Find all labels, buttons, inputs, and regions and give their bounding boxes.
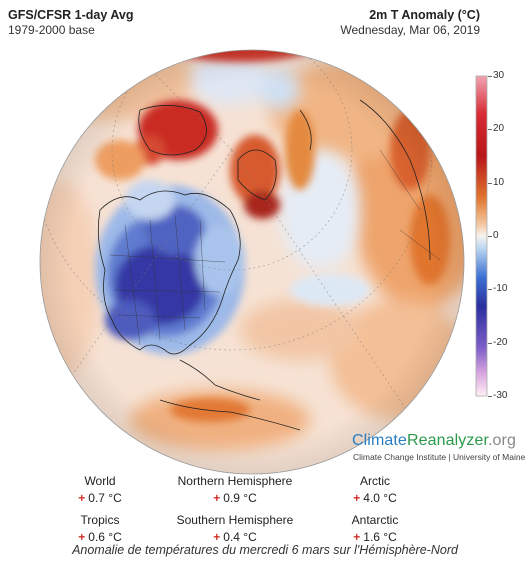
color-scale-tick-mark (488, 289, 492, 291)
stat-sign: + (353, 491, 361, 505)
stat-value: +1.6 °C (305, 530, 445, 545)
color-scale-tick-mark (488, 396, 492, 397)
globe-outline (39, 49, 465, 475)
color-scale-tick-label: -10 (493, 283, 508, 295)
globe-disc (40, 50, 464, 474)
color-scale-tick-label: 20 (493, 123, 505, 135)
date-label: Wednesday, Mar 06, 2019 (340, 23, 480, 37)
color-scale-tick-label: 30 (493, 70, 505, 81)
stat-tropics: Tropics +0.6 °C (30, 513, 170, 545)
color-scale-tick-mark (488, 129, 492, 131)
variable-label: 2m T Anomaly (°C) (369, 8, 480, 22)
credit-block: ClimateReanalyzer.org Climate Change Ins… (352, 432, 525, 462)
color-scale-tick-label: -30 (493, 390, 508, 401)
credit-logo-part2: Reanalyzer (406, 432, 488, 449)
map-title: GFS/CFSR 1-day Avg (8, 8, 134, 22)
stat-number: 0.7 °C (88, 491, 122, 505)
color-scale-tick-mark (488, 76, 492, 77)
header-left: GFS/CFSR 1-day Avg 1979-2000 base (8, 8, 133, 38)
stat-sign: + (213, 491, 221, 505)
globe-shading (40, 50, 464, 474)
figure-caption: Anomalie de températures du mercredi 6 m… (72, 543, 458, 557)
color-scale-bar (475, 75, 488, 397)
color-scale-tick-label: -20 (493, 336, 508, 348)
stat-number: 4.0 °C (363, 491, 397, 505)
stat-antarctic: Antarctic +1.6 °C (305, 513, 445, 545)
color-scale-tick-label: 0 (493, 230, 499, 241)
stat-value: +4.0 °C (305, 491, 445, 506)
stat-label: World (84, 474, 116, 488)
color-scale-tick-mark (488, 182, 492, 184)
color-scale-tick-label: 10 (493, 176, 505, 188)
stat-number: 0.6 °C (88, 530, 122, 544)
stat-sign: + (213, 530, 221, 544)
credit-logo-part3: .org (487, 432, 516, 449)
stat-label: Arctic (360, 474, 390, 488)
credit-subtitle: Climate Change Institute | University of… (353, 452, 526, 462)
stat-value: +0.7 °C (30, 491, 170, 506)
stat-southern-hemisphere: Southern Hemisphere +0.4 °C (165, 513, 305, 545)
stat-label: Northern Hemisphere (177, 474, 293, 488)
stat-label: Tropics (80, 513, 120, 527)
header-right: 2m T Anomaly (°C) Wednesday, Mar 06, 201… (340, 8, 480, 38)
baseline-label: 1979-2000 base (8, 23, 95, 37)
stat-world: World +0.7 °C (30, 474, 170, 506)
stat-sign: + (78, 491, 86, 505)
color-scale-tick-mark (488, 236, 492, 237)
stat-value: +0.4 °C (165, 530, 305, 545)
stat-northern-hemisphere: Northern Hemisphere +0.9 °C (165, 474, 305, 506)
stat-label: Antarctic (351, 513, 399, 527)
stat-sign: + (353, 530, 361, 544)
stat-sign: + (78, 530, 86, 544)
stat-value: +0.6 °C (30, 530, 170, 545)
stat-number: 1.6 °C (363, 530, 397, 544)
stat-number: 0.4 °C (223, 530, 257, 544)
stat-value: +0.9 °C (165, 491, 305, 506)
credit-logo-part1: Climate (352, 432, 407, 449)
credit-logo[interactable]: ClimateReanalyzer.org (352, 432, 525, 450)
stat-label: Southern Hemisphere (176, 513, 294, 527)
stat-arctic: Arctic +4.0 °C (305, 474, 445, 506)
stat-number: 0.9 °C (223, 491, 257, 505)
color-scale-tick-mark (488, 342, 492, 344)
